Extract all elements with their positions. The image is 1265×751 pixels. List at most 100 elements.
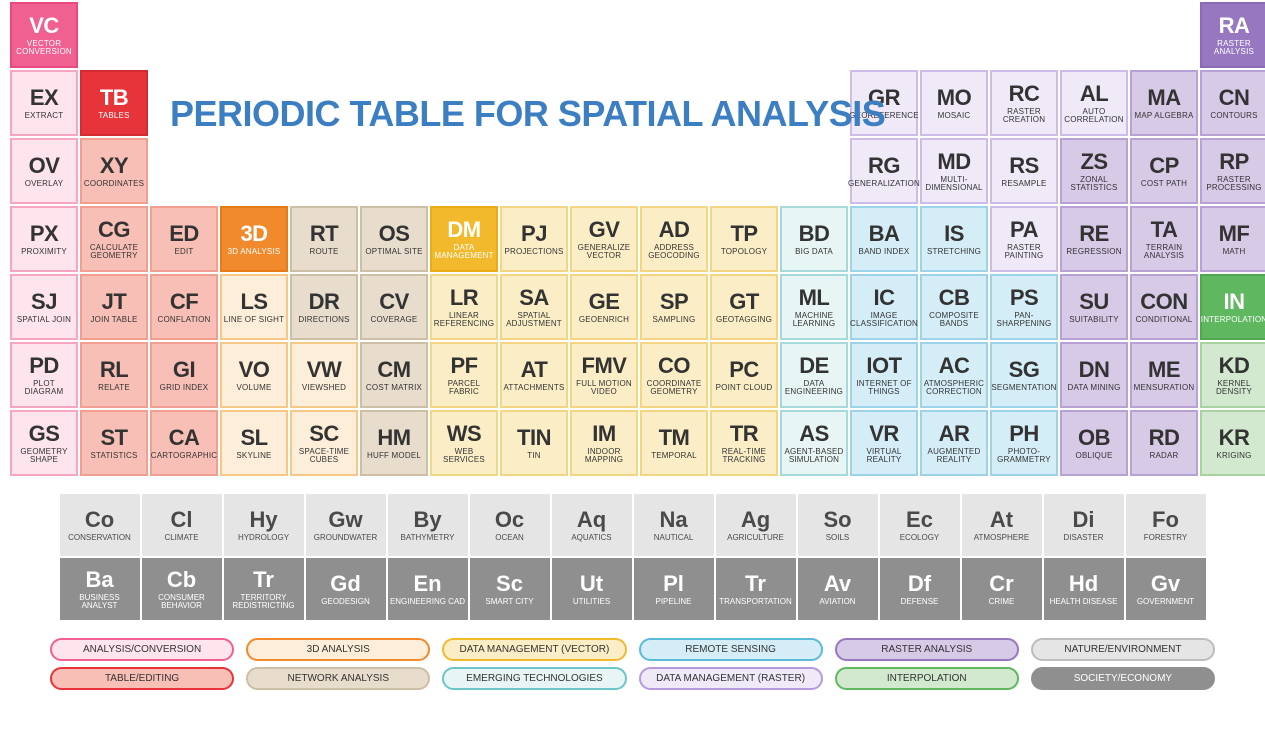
element-label: DATA ENGINEERING — [783, 380, 845, 396]
element-symbol: JT — [102, 291, 127, 313]
element-symbol: EX — [30, 87, 58, 109]
element-label: TIN — [527, 452, 541, 460]
element-label: VIRTUAL REALITY — [853, 448, 915, 464]
domain-symbol: Av — [824, 573, 851, 595]
domain-label: BATHYMETRY — [401, 534, 455, 542]
domain-label: GROUNDWATER — [314, 534, 378, 542]
domain-label: OCEAN — [495, 534, 523, 542]
element-symbol: IM — [592, 423, 615, 445]
element-cell: OVOVERLAY — [10, 138, 78, 204]
domain-cell: By BATHYMETRY — [388, 494, 468, 556]
domain-label: DISASTER — [1063, 534, 1103, 542]
element-symbol: DE — [799, 355, 829, 377]
domain-symbol: Cl — [171, 509, 193, 531]
element-label: SPATIAL ADJUSTMENT — [503, 312, 565, 328]
element-cell: LRLINEAR REFERENCING — [430, 274, 498, 340]
element-label: JOIN TABLE — [90, 316, 137, 324]
domain-cell: GvGOVERNMENT — [1126, 558, 1206, 620]
element-label: MOSAIC — [938, 112, 971, 120]
element-label: SEGMENTATION — [991, 384, 1056, 392]
domain-label: ECOLOGY — [900, 534, 940, 542]
domain-symbol: Sc — [496, 573, 523, 595]
element-symbol: PC — [729, 359, 759, 381]
domain-symbol: Gd — [330, 573, 361, 595]
element-symbol: RP — [1219, 151, 1249, 173]
element-symbol: FMV — [582, 355, 627, 377]
domain-symbol: Na — [659, 509, 687, 531]
domain-cell: FoFORESTRY — [1126, 494, 1206, 556]
element-symbol: PJ — [521, 223, 547, 245]
element-label: REGRESSION — [1066, 248, 1121, 256]
element-cell: ISSTRETCHING — [920, 206, 988, 272]
element-cell: CONCONDITIONAL — [1130, 274, 1198, 340]
element-label: PAN-SHARPENING — [993, 312, 1055, 328]
element-cell: RLRELATE — [80, 342, 148, 408]
element-symbol: TR — [730, 423, 758, 445]
domain-label: HYDROLOGY — [238, 534, 289, 542]
element-label: COST MATRIX — [366, 384, 422, 392]
element-symbol: IS — [944, 223, 964, 245]
element-label: INTERPOLATION — [1201, 316, 1265, 324]
element-symbol: AC — [939, 355, 970, 377]
legend-pill: 3D ANALYSIS — [246, 638, 430, 661]
domain-symbol: By — [413, 509, 441, 531]
legend-pill: SOCIETY/ECONOMY — [1031, 667, 1215, 690]
element-label: SPACE-TIME CUBES — [293, 448, 355, 464]
element-cell: ZSZONAL STATISTICS — [1060, 138, 1128, 204]
element-symbol: CG — [98, 219, 130, 241]
element-label: CONDITIONAL — [1136, 316, 1193, 324]
element-symbol: RG — [868, 155, 900, 177]
lower-grid: CoCONSERVATIONClCLIMATEHyHYDROLOGYGwGROU… — [60, 476, 1206, 620]
element-cell: BABAND INDEX — [850, 206, 918, 272]
element-cell: KRKRIGING — [1200, 410, 1265, 476]
domain-symbol: Ut — [580, 573, 603, 595]
element-label: RESAMPLE — [1001, 180, 1046, 188]
element-symbol: TA — [1151, 219, 1178, 241]
element-cell: GEGEOENRICH — [570, 274, 638, 340]
element-label: MATH — [1223, 248, 1246, 256]
domain-symbol: Hy — [249, 509, 277, 531]
element-symbol: MA — [1147, 87, 1180, 109]
element-symbol: AT — [521, 359, 548, 381]
element-label: COVERAGE — [371, 316, 418, 324]
element-label: CONTOURS — [1210, 112, 1257, 120]
page-title: PERIODIC TABLE FOR SPATIAL ANALYSIS — [170, 93, 885, 135]
element-label: ADDRESS GEOCODING — [643, 244, 705, 260]
element-label: BIG DATA — [795, 248, 833, 256]
element-cell: VRVIRTUAL REALITY — [850, 410, 918, 476]
element-label: TEMPORAL — [651, 452, 697, 460]
element-cell: EDEDIT — [150, 206, 218, 272]
legend-pill: NATURE/ENVIRONMENT — [1031, 638, 1215, 661]
domain-symbol: Tr — [253, 569, 274, 591]
element-symbol: IOT — [866, 355, 901, 377]
element-cell: ICIMAGE CLASSIFICATION — [850, 274, 918, 340]
domain-cell: CrCRIME — [962, 558, 1042, 620]
element-label: MACHINE LEARNING — [783, 312, 845, 328]
element-label: INDOOR MAPPING — [573, 448, 635, 464]
element-cell: HMHUFF MODEL — [360, 410, 428, 476]
element-symbol: SC — [309, 423, 339, 445]
element-symbol: MO — [937, 87, 971, 109]
domain-label: ENGINEERING CAD — [390, 598, 465, 606]
domain-symbol: Di — [1073, 509, 1095, 531]
domain-label: AVIATION — [819, 598, 855, 606]
element-symbol: ZS — [1080, 151, 1107, 173]
legend-pill: DATA MANAGEMENT (VECTOR) — [442, 638, 626, 661]
element-label: PLOT DIAGRAM — [13, 380, 75, 396]
element-cell: JT JOIN TABLE — [80, 274, 148, 340]
element-cell: PSPAN-SHARPENING — [990, 274, 1058, 340]
element-symbol: CF — [170, 291, 198, 313]
element-symbol: SL — [240, 427, 267, 449]
element-cell: PDPLOT DIAGRAM — [10, 342, 78, 408]
domain-label: CRIME — [989, 598, 1015, 606]
element-symbol: 3D — [240, 223, 267, 245]
domain-label: UTILITIES — [573, 598, 610, 606]
element-symbol: XY — [100, 155, 128, 177]
element-label: TOPOLOGY — [721, 248, 767, 256]
element-symbol: VC — [29, 15, 59, 37]
domain-label: BUSINESS ANALYST — [62, 594, 138, 610]
element-label: PHOTO-GRAMMETRY — [993, 448, 1055, 464]
domain-symbol: Ag — [741, 509, 770, 531]
element-cell: TPTOPOLOGY — [710, 206, 778, 272]
domain-cell: TrTERRITORY REDISTRICTING — [224, 558, 304, 620]
